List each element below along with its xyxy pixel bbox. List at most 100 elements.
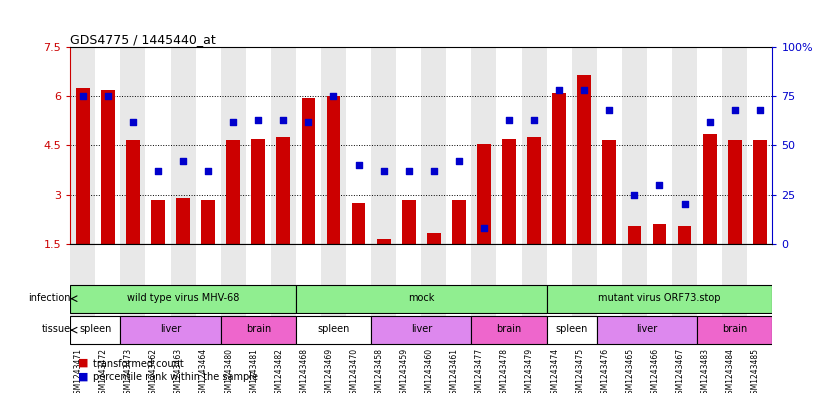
- Point: [252, 117, 265, 123]
- Text: liver: liver: [411, 325, 432, 334]
- Point: [377, 168, 390, 174]
- Bar: [126, 140, 140, 244]
- Bar: [346, 244, 371, 342]
- Point: [678, 201, 691, 208]
- Bar: [672, 47, 697, 244]
- Text: transformed count: transformed count: [93, 359, 184, 369]
- Bar: [70, 316, 121, 344]
- Bar: [221, 316, 296, 344]
- Bar: [296, 244, 321, 342]
- Bar: [748, 47, 772, 244]
- Bar: [427, 233, 441, 244]
- Bar: [271, 47, 296, 244]
- Point: [327, 93, 340, 99]
- Bar: [472, 47, 496, 244]
- Bar: [527, 137, 541, 244]
- Bar: [703, 134, 716, 244]
- Bar: [728, 140, 742, 244]
- Point: [126, 119, 140, 125]
- Bar: [70, 244, 95, 342]
- Bar: [748, 244, 772, 342]
- Bar: [371, 47, 396, 244]
- Text: spleen: spleen: [317, 325, 349, 334]
- Bar: [246, 244, 271, 342]
- Text: liver: liver: [636, 325, 657, 334]
- Point: [653, 182, 666, 188]
- Bar: [628, 226, 641, 244]
- Bar: [246, 47, 271, 244]
- Bar: [196, 47, 221, 244]
- Text: ■: ■: [78, 358, 89, 367]
- Bar: [697, 47, 722, 244]
- Bar: [352, 203, 365, 244]
- Text: infection: infection: [28, 293, 70, 303]
- Text: mock: mock: [408, 293, 434, 303]
- Point: [528, 117, 541, 123]
- Point: [728, 107, 741, 113]
- Bar: [271, 244, 296, 342]
- Bar: [121, 47, 145, 244]
- Point: [628, 191, 641, 198]
- Bar: [221, 47, 246, 244]
- Bar: [547, 316, 596, 344]
- Text: brain: brain: [722, 325, 748, 334]
- Bar: [602, 140, 616, 244]
- Bar: [697, 244, 722, 342]
- Point: [453, 158, 466, 164]
- Bar: [502, 139, 516, 244]
- Bar: [622, 244, 647, 342]
- Point: [703, 119, 716, 125]
- Bar: [521, 47, 547, 244]
- Bar: [301, 98, 316, 244]
- Bar: [101, 90, 115, 244]
- Bar: [321, 244, 346, 342]
- Bar: [647, 47, 672, 244]
- Bar: [677, 226, 691, 244]
- Text: mutant virus ORF73.stop: mutant virus ORF73.stop: [598, 293, 721, 303]
- Text: brain: brain: [496, 325, 522, 334]
- Bar: [572, 244, 597, 342]
- Bar: [547, 244, 572, 342]
- Bar: [145, 244, 170, 342]
- Bar: [697, 316, 772, 344]
- Bar: [221, 244, 246, 342]
- Bar: [296, 316, 371, 344]
- Point: [753, 107, 767, 113]
- Bar: [226, 140, 240, 244]
- Point: [553, 87, 566, 94]
- Bar: [472, 244, 496, 342]
- Bar: [597, 316, 697, 344]
- Bar: [653, 224, 667, 244]
- Bar: [452, 200, 466, 244]
- Point: [76, 93, 89, 99]
- Bar: [95, 47, 121, 244]
- Bar: [196, 244, 221, 342]
- Bar: [521, 244, 547, 342]
- Bar: [326, 96, 340, 244]
- Bar: [371, 316, 472, 344]
- Bar: [170, 244, 196, 342]
- Text: tissue: tissue: [41, 325, 70, 334]
- Point: [202, 168, 215, 174]
- Bar: [170, 47, 196, 244]
- Point: [301, 119, 315, 125]
- Bar: [647, 244, 672, 342]
- Bar: [577, 75, 591, 244]
- Bar: [722, 47, 748, 244]
- Bar: [622, 47, 647, 244]
- Bar: [251, 139, 265, 244]
- Bar: [396, 47, 421, 244]
- Bar: [76, 88, 90, 244]
- Text: GDS4775 / 1445440_at: GDS4775 / 1445440_at: [70, 33, 216, 46]
- Bar: [121, 244, 145, 342]
- Bar: [472, 316, 547, 344]
- Bar: [396, 244, 421, 342]
- Text: liver: liver: [160, 325, 181, 334]
- Point: [177, 158, 190, 164]
- Bar: [151, 200, 165, 244]
- Bar: [547, 285, 772, 313]
- Point: [151, 168, 164, 174]
- Point: [427, 168, 440, 174]
- Bar: [145, 47, 170, 244]
- Bar: [377, 239, 391, 244]
